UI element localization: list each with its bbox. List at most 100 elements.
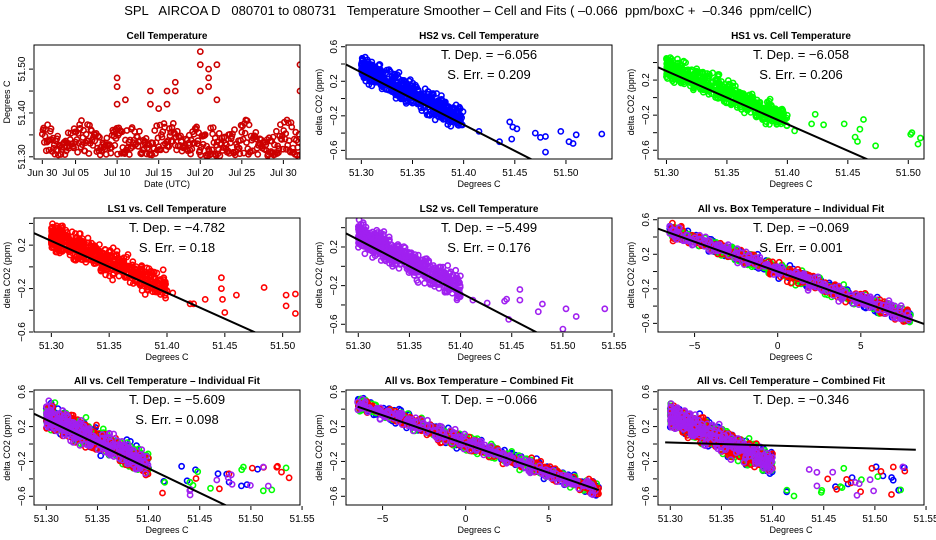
data-point-ls2 (104, 449, 112, 457)
cell-temp-point (64, 129, 72, 137)
points-group (658, 54, 924, 159)
plot-frame (33, 217, 301, 333)
data-point-hs1 (732, 82, 739, 90)
data-point-hs2 (403, 83, 410, 91)
outlier-ls1 (248, 464, 256, 472)
fit-annotation: T. Dep. = −4.782 (129, 220, 225, 235)
y-tick-label: 0.2 (329, 74, 340, 88)
x-tick-label: 51.50 (896, 168, 921, 179)
cell-temp-outlier (146, 100, 154, 108)
x-tick-label: 51.55 (602, 341, 627, 352)
cell-temp-outlier (163, 100, 171, 108)
data-point-hs1 (781, 115, 789, 123)
data-point-ls2 (43, 409, 50, 417)
data-point-ls1 (135, 272, 143, 279)
outlier-ls2 (503, 295, 510, 303)
cell-temp-point (252, 128, 260, 136)
data-point-hs2 (390, 85, 398, 93)
outlier-ls2 (562, 305, 570, 313)
fit-annotation: S. Err. = 0.18 (139, 240, 215, 255)
data-point-ls2 (715, 241, 723, 249)
data-point-ls2 (110, 430, 118, 438)
y-tick-label: −0.2 (641, 279, 652, 299)
data-point-hs2 (427, 92, 435, 100)
fit-annotation: S. Err. = 0.206 (759, 67, 842, 82)
y-tick-label: 0.6 (329, 39, 340, 53)
plot-frame (33, 44, 301, 160)
outlier-ls1 (291, 310, 299, 317)
data-point-ls2 (412, 254, 420, 262)
outlier-hs2 (598, 130, 606, 138)
fit-line (658, 66, 870, 159)
cell-temp-point (70, 144, 77, 152)
data-point-hs1 (674, 59, 682, 67)
data-point-hs1 (708, 79, 716, 86)
data-point-hs1 (739, 96, 746, 104)
data-point-hs1 (766, 95, 774, 103)
y-tick-label: −0.2 (17, 278, 28, 298)
y-tick-label: 0.2 (17, 419, 28, 433)
outlier-ls2 (259, 463, 267, 471)
cell-temp-outlier (171, 87, 179, 95)
cell-temp-outlier (171, 78, 179, 86)
y-tick-label: −0.2 (17, 451, 28, 471)
cell-temp-point (188, 145, 196, 153)
cell-temp-point (284, 119, 292, 127)
data-point-ls1 (787, 279, 795, 287)
outlier-ls2 (264, 482, 272, 490)
x-tick-label: 51.40 (448, 341, 473, 352)
cell-temp-point (94, 132, 102, 140)
outlier-ls2 (186, 491, 194, 499)
data-point-ls2 (452, 272, 460, 279)
data-point-ls2 (859, 291, 866, 299)
data-point-ls2 (130, 446, 137, 454)
data-point-ls1 (57, 222, 65, 230)
data-point-ls2 (702, 233, 709, 241)
outlier-hs1 (207, 484, 214, 492)
outlier-ls1 (219, 295, 226, 303)
outlier-hs1 (239, 463, 247, 471)
y-axis-label: delta CO2 (ppm) (2, 414, 12, 481)
data-point-hs2 (441, 100, 449, 107)
data-point-hs1 (714, 73, 722, 80)
outlier-ls1 (217, 274, 225, 282)
outlier-ls1 (192, 475, 200, 482)
data-point-hs1 (699, 68, 707, 76)
cell-temp-point (193, 123, 200, 131)
data-point-hs1 (774, 112, 782, 120)
fit-annotation: T. Dep. = −6.056 (441, 47, 537, 62)
data-point-ls2 (437, 263, 445, 271)
x-tick-label: 51.35 (397, 341, 422, 352)
data-point-hs1 (753, 112, 760, 119)
x-axis-label: Degrees C (769, 352, 813, 362)
cell-temp-point (275, 145, 283, 153)
cell-temp-point (153, 122, 161, 130)
outlier-ls1 (278, 468, 285, 476)
cell-temp-point (243, 139, 250, 146)
data-point-ls2 (896, 307, 903, 315)
outlier-ls1 (260, 284, 268, 291)
cell-temp-point (165, 143, 173, 151)
data-point-ls2 (416, 268, 424, 276)
fit-annotation: S. Err. = 0.209 (447, 67, 530, 82)
data-point-ls2 (380, 228, 388, 235)
outlier-ls1 (282, 302, 290, 310)
outlier-ls1 (291, 290, 299, 298)
y-tick-label: −0.6 (17, 322, 28, 342)
y-tick-label: 0.6 (17, 384, 28, 398)
data-point-hs2 (388, 78, 396, 85)
data-point-ls2 (53, 417, 61, 425)
cell-temp-point (209, 124, 217, 131)
data-point-ls2 (133, 464, 141, 472)
data-point-ls1 (48, 244, 56, 251)
outlier-hs2 (214, 470, 222, 478)
cell-temp-point (279, 145, 287, 153)
data-point-hs1 (755, 101, 763, 109)
cell-temp-point (44, 121, 51, 129)
data-point-ls1 (129, 258, 137, 266)
cell-temp-point (74, 148, 81, 156)
panel-title: Cell Temperature (127, 31, 208, 42)
data-point-ls2 (45, 397, 53, 405)
data-point-ls2 (831, 284, 839, 291)
data-point-ls1 (49, 220, 56, 228)
